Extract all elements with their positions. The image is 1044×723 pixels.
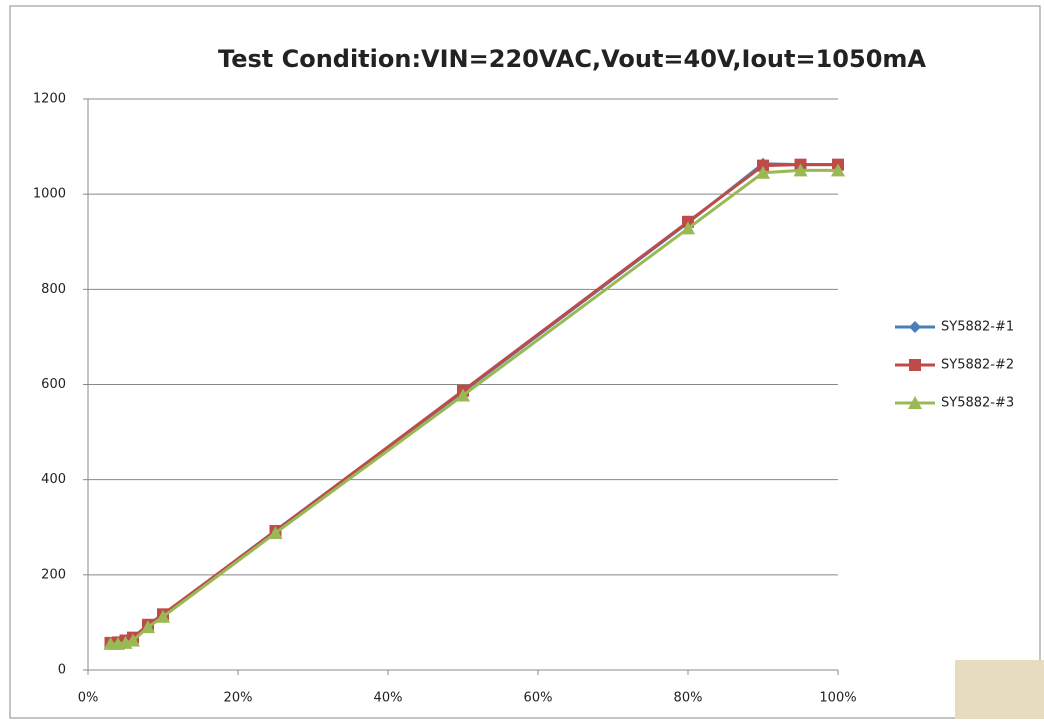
x-tick-label: 80%	[674, 691, 703, 706]
marker	[909, 359, 921, 371]
chart: Test Condition:VIN=220VAC,Vout=40V,Iout=…	[0, 0, 1044, 719]
x-tick-label: 100%	[819, 691, 856, 706]
x-tick-label: 20%	[224, 691, 253, 706]
y-tick-label: 800	[41, 282, 66, 297]
photo-fragment	[955, 660, 1044, 719]
chart-title: Test Condition:VIN=220VAC,Vout=40V,Iout=…	[218, 45, 926, 73]
legend-label: SY5882-#2	[941, 358, 1014, 373]
legend-label: SY5882-#3	[941, 396, 1014, 411]
y-tick-label: 200	[41, 567, 66, 582]
y-tick-label: 400	[41, 472, 66, 487]
y-tick-label: 1200	[33, 92, 66, 107]
x-tick-label: 40%	[374, 691, 403, 706]
y-tick-label: 600	[41, 377, 66, 392]
legend-label: SY5882-#1	[941, 320, 1014, 335]
y-tick-label: 0	[58, 663, 66, 678]
x-tick-label: 0%	[78, 691, 99, 706]
x-tick-label: 60%	[524, 691, 553, 706]
y-tick-label: 1000	[33, 187, 66, 202]
